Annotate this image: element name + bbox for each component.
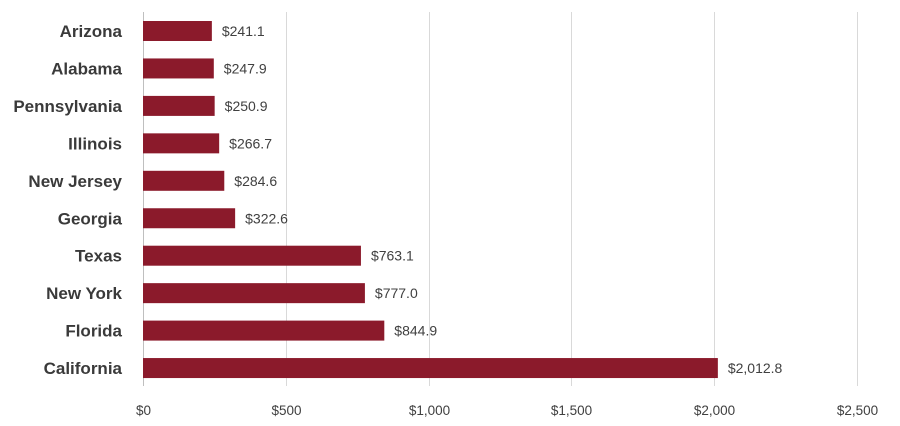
data-label: $763.1	[371, 248, 414, 264]
category-label: Florida	[65, 322, 122, 341]
x-tick-label: $1,500	[551, 403, 592, 418]
category-label: Texas	[75, 247, 122, 266]
x-tick-label: $2,000	[694, 403, 735, 418]
category-labels: Arizona Alabama Pennsylvania Illinois New Je…	[13, 22, 122, 378]
data-label: $2,012.8	[728, 360, 783, 376]
category-label: Georgia	[58, 209, 123, 228]
bar-pennsylvania	[143, 95, 215, 116]
bar-florida	[143, 320, 385, 341]
x-tick-label: $0	[136, 403, 151, 418]
data-label: $322.6	[245, 210, 288, 226]
bar-new-jersey	[143, 170, 225, 191]
x-tick-label: $1,000	[409, 403, 450, 418]
category-label: New Jersey	[28, 172, 122, 191]
category-label: Illinois	[68, 134, 122, 153]
data-label: $777.0	[375, 285, 418, 301]
category-label: Pennsylvania	[13, 97, 122, 116]
bars	[143, 21, 718, 379]
data-label: $284.6	[234, 173, 277, 189]
bar-arizona	[143, 21, 212, 41]
bar-new-york	[143, 283, 365, 304]
bar-texas	[143, 245, 361, 266]
data-label: $250.9	[225, 98, 268, 114]
x-tick-label: $500	[271, 403, 301, 418]
x-axis-tick-labels: $0 $500 $1,000 $1,500 $2,000 $2,500	[136, 403, 878, 418]
bar-georgia	[143, 208, 236, 229]
bar-california	[143, 358, 718, 379]
data-label: $241.1	[222, 23, 265, 39]
value-labels: $241.1 $247.9 $250.9 $266.7 $284.6 $322.6 $763…	[222, 23, 783, 376]
bar-alabama	[143, 58, 214, 79]
data-label: $247.9	[224, 60, 267, 76]
category-label: Arizona	[60, 22, 123, 41]
x-tick-label: $2,500	[837, 403, 878, 418]
data-label: $844.9	[394, 323, 437, 339]
category-label: Alabama	[51, 59, 122, 78]
data-label: $266.7	[229, 135, 272, 151]
bar-illinois	[143, 133, 220, 154]
category-label: New York	[46, 284, 122, 303]
category-label: California	[44, 359, 123, 378]
